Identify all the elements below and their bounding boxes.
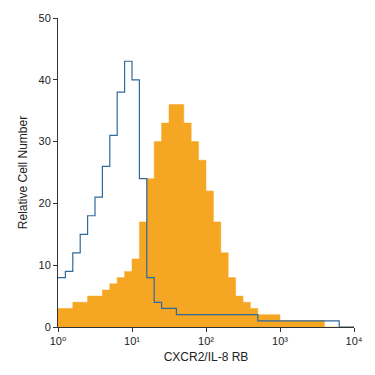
svg-text:10⁰: 10⁰ [50, 335, 67, 347]
svg-text:0: 0 [45, 321, 51, 333]
svg-text:20: 20 [39, 197, 51, 209]
svg-text:10⁴: 10⁴ [346, 335, 363, 347]
svg-text:Relative Cell Number: Relative Cell Number [16, 116, 30, 229]
svg-text:50: 50 [39, 12, 51, 24]
svg-text:30: 30 [39, 135, 51, 147]
svg-text:CXCR2/IL-8 RB: CXCR2/IL-8 RB [164, 350, 249, 364]
svg-text:10²: 10² [198, 335, 214, 347]
svg-text:10¹: 10¹ [124, 335, 140, 347]
svg-text:40: 40 [39, 74, 51, 86]
svg-text:10: 10 [39, 259, 51, 271]
svg-text:10³: 10³ [272, 335, 288, 347]
